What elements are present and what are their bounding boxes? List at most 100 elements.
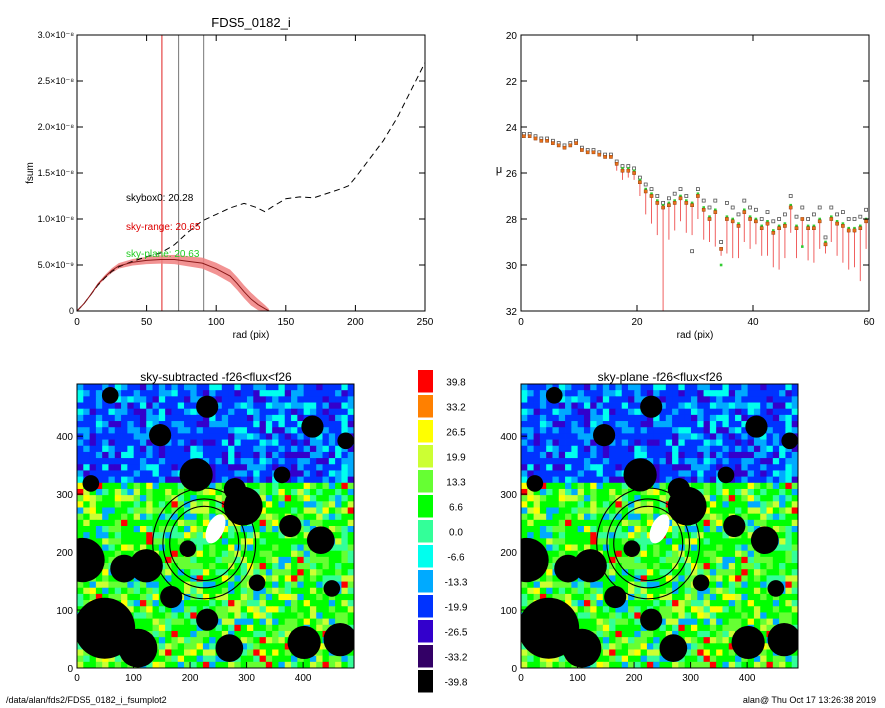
image-pixel bbox=[95, 445, 103, 453]
image-pixel bbox=[184, 532, 191, 539]
image-pixel bbox=[108, 538, 116, 545]
colorbar-label: 33.2 bbox=[446, 402, 466, 413]
image-pixel bbox=[539, 519, 547, 527]
image-pixel bbox=[158, 396, 166, 403]
image-pixel bbox=[347, 661, 354, 668]
image-pixel bbox=[291, 384, 298, 391]
image-pixel bbox=[265, 575, 273, 582]
mu-point-gray bbox=[864, 207, 868, 212]
image-pixel bbox=[152, 618, 160, 626]
image-pixel bbox=[533, 501, 541, 508]
mu-point-green bbox=[702, 206, 705, 209]
image-pixel bbox=[628, 421, 635, 428]
image-pixel bbox=[672, 390, 679, 397]
image-pixel bbox=[722, 649, 730, 657]
image-pixel bbox=[114, 587, 122, 595]
image-pixel bbox=[583, 618, 591, 626]
object-mask bbox=[623, 540, 641, 558]
image-pixel bbox=[265, 464, 273, 471]
image-pixel bbox=[772, 421, 780, 428]
image-pixel bbox=[284, 384, 292, 391]
image-pixel bbox=[659, 538, 667, 545]
image-pixel bbox=[590, 507, 597, 515]
image-pixel bbox=[284, 390, 292, 397]
image-pixel bbox=[552, 581, 560, 589]
mu-xlabel: rad (pix) bbox=[677, 330, 714, 341]
image-pixel bbox=[284, 630, 292, 638]
image-pixel bbox=[228, 538, 235, 545]
image-pixel bbox=[89, 532, 97, 539]
image-pixel bbox=[215, 458, 223, 465]
image-pixel bbox=[779, 538, 786, 545]
image-pixel bbox=[646, 433, 654, 440]
image-pixel bbox=[114, 526, 122, 533]
image-pixel bbox=[672, 606, 679, 613]
image-pixel bbox=[766, 655, 774, 663]
image-pixel bbox=[684, 606, 692, 613]
image-pixel bbox=[158, 618, 166, 626]
image-pixel bbox=[659, 569, 667, 576]
image-pixel bbox=[303, 612, 311, 620]
image-pixel bbox=[690, 427, 698, 434]
image-pixel bbox=[558, 532, 566, 539]
image-pixel bbox=[571, 532, 579, 539]
image-pixel bbox=[202, 600, 210, 607]
image-pixel bbox=[646, 384, 654, 391]
image-pixel bbox=[690, 637, 698, 644]
image-pixel bbox=[640, 451, 648, 459]
image-pixel bbox=[779, 569, 786, 576]
image-pixel bbox=[709, 661, 717, 668]
image-pixel bbox=[546, 445, 553, 453]
image-pixel bbox=[779, 445, 786, 453]
image-pixel bbox=[196, 427, 204, 434]
image-pixel bbox=[716, 513, 723, 521]
mu-point-green bbox=[661, 203, 665, 207]
image-pixel bbox=[785, 593, 793, 601]
image-pixel bbox=[121, 526, 128, 533]
image-pixel bbox=[747, 495, 755, 502]
image-pixel bbox=[533, 495, 541, 502]
image-pixel bbox=[177, 519, 185, 527]
image-pixel bbox=[703, 630, 711, 638]
object-mask bbox=[692, 574, 710, 592]
image-pixel bbox=[265, 618, 273, 626]
image-pixel bbox=[741, 655, 749, 663]
image-pixel bbox=[741, 575, 749, 582]
image-pixel bbox=[171, 575, 179, 582]
image-pixel bbox=[558, 593, 566, 601]
image-pixel bbox=[335, 513, 342, 521]
mu-point-gray bbox=[835, 212, 839, 217]
image-pixel bbox=[259, 538, 267, 545]
image-pixel bbox=[709, 600, 717, 607]
image-pixel bbox=[722, 501, 730, 508]
image-pixel bbox=[615, 464, 623, 471]
image-pixel bbox=[253, 427, 260, 434]
image-pixel bbox=[577, 408, 585, 416]
image-pixel bbox=[152, 655, 160, 663]
image-pixel bbox=[709, 612, 717, 620]
image-pixel bbox=[539, 538, 547, 545]
image-pixel bbox=[121, 587, 128, 595]
image-pixel bbox=[684, 433, 692, 440]
image-pixel bbox=[621, 433, 629, 440]
image-pixel bbox=[697, 433, 704, 440]
image-pixel bbox=[121, 464, 128, 471]
image-pixel bbox=[772, 600, 780, 607]
image-pixel bbox=[265, 606, 273, 613]
image-pixel bbox=[272, 612, 279, 620]
image-pixel bbox=[602, 513, 610, 521]
image-pixel bbox=[665, 427, 673, 434]
image-pixel bbox=[697, 606, 704, 613]
image-pixel bbox=[265, 526, 273, 533]
colorbar-label: -39.8 bbox=[445, 677, 468, 688]
image-pixel bbox=[335, 384, 342, 391]
image-pixel bbox=[678, 544, 686, 552]
image-pixel bbox=[234, 587, 242, 595]
sky-subtracted-title: sky-subtracted -f26<flux<f26 bbox=[140, 370, 292, 384]
sky-plane-frame bbox=[520, 383, 799, 669]
image-pixel bbox=[177, 488, 185, 496]
image-pixel bbox=[640, 550, 648, 558]
image-pixel bbox=[221, 575, 229, 582]
image-pixel bbox=[221, 563, 229, 570]
image-pixel bbox=[108, 421, 116, 428]
